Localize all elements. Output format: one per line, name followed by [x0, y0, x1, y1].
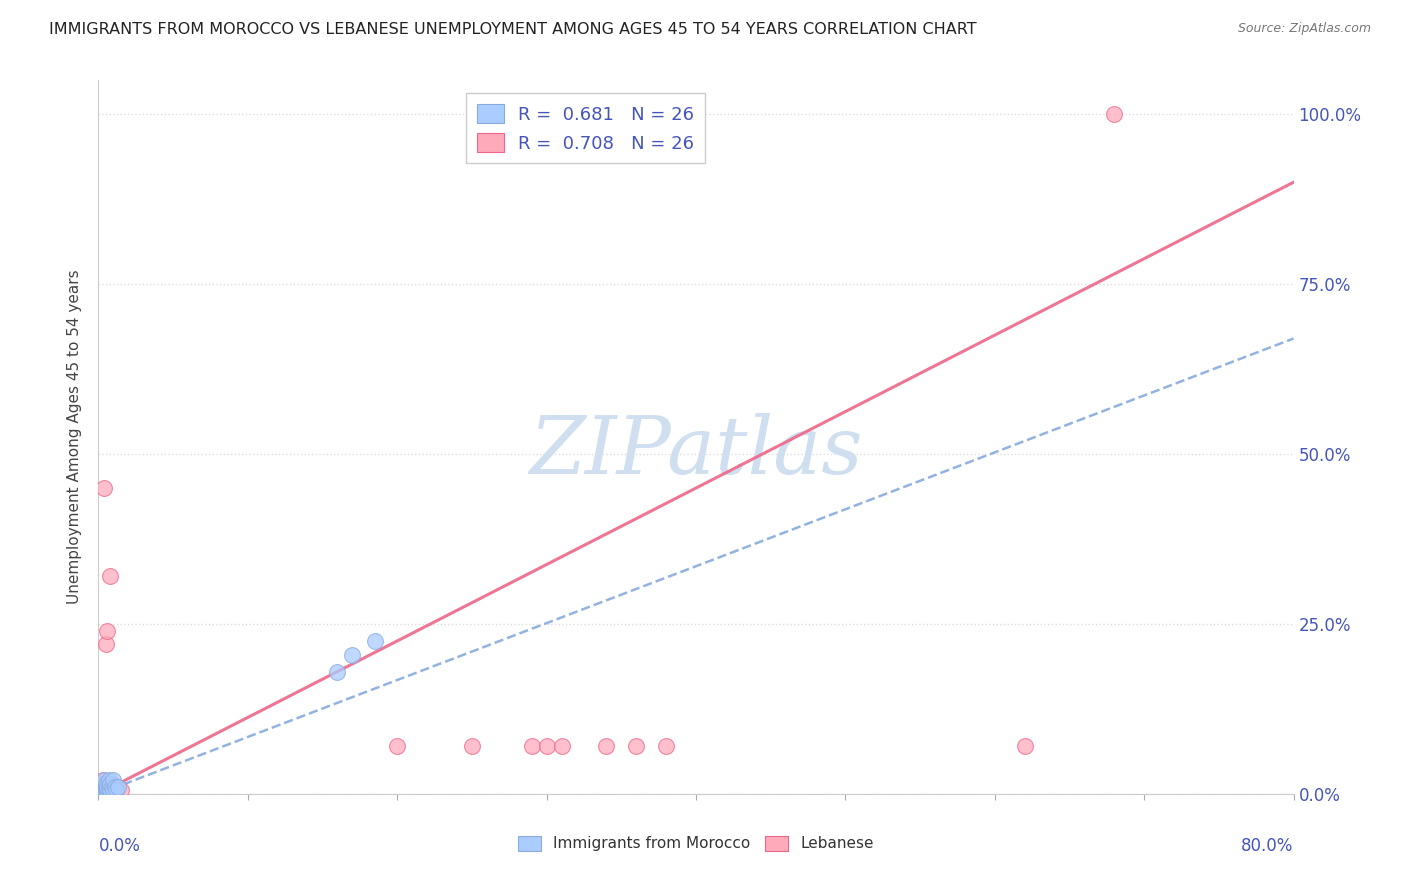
Point — [550, 739, 572, 754]
Text: ZIPatlas: ZIPatlas — [529, 413, 863, 490]
Point — [89, 783, 111, 797]
Point — [91, 780, 114, 794]
Text: Source: ZipAtlas.com: Source: ZipAtlas.com — [1237, 22, 1371, 36]
Point — [94, 637, 117, 651]
Point — [101, 780, 124, 794]
Point — [595, 739, 617, 754]
Point — [97, 783, 120, 797]
Point — [97, 773, 120, 788]
Point — [90, 780, 112, 794]
Text: IMMIGRANTS FROM MOROCCO VS LEBANESE UNEMPLOYMENT AMONG AGES 45 TO 54 YEARS CORRE: IMMIGRANTS FROM MOROCCO VS LEBANESE UNEM… — [49, 22, 977, 37]
Point — [89, 783, 111, 797]
Point — [93, 783, 115, 797]
Point — [91, 777, 114, 791]
Point — [1104, 107, 1126, 121]
Point — [93, 481, 115, 495]
Point — [110, 783, 132, 797]
Text: 80.0%: 80.0% — [1241, 837, 1294, 855]
Point — [97, 780, 120, 794]
Point — [655, 739, 678, 754]
Point — [107, 780, 129, 794]
Point — [626, 739, 648, 754]
Point — [94, 783, 117, 797]
Point — [520, 739, 543, 754]
Point — [91, 783, 114, 797]
Point — [94, 783, 117, 797]
Point — [385, 739, 409, 754]
Point — [98, 777, 122, 791]
Point — [103, 773, 125, 788]
Point — [536, 739, 558, 754]
Point — [326, 665, 349, 679]
Point — [364, 634, 387, 648]
Legend: Immigrants from Morocco, Lebanese: Immigrants from Morocco, Lebanese — [512, 830, 880, 857]
Point — [98, 569, 122, 583]
Point — [96, 780, 118, 794]
Point — [103, 783, 125, 797]
Point — [93, 780, 115, 794]
Point — [96, 624, 118, 638]
Point — [93, 773, 115, 788]
Point — [90, 783, 112, 797]
Point — [104, 780, 127, 794]
Point — [93, 780, 115, 794]
Point — [105, 783, 128, 797]
Point — [96, 783, 118, 797]
Point — [98, 783, 122, 797]
Point — [94, 780, 117, 794]
Point — [91, 773, 114, 788]
Point — [94, 777, 117, 791]
Point — [101, 777, 124, 791]
Point — [342, 648, 364, 662]
Point — [90, 780, 112, 794]
Point — [103, 783, 125, 797]
Text: 0.0%: 0.0% — [98, 837, 141, 855]
Point — [90, 777, 112, 791]
Point — [1014, 739, 1036, 754]
Y-axis label: Unemployment Among Ages 45 to 54 years: Unemployment Among Ages 45 to 54 years — [67, 269, 83, 605]
Point — [105, 783, 128, 797]
Point — [461, 739, 484, 754]
